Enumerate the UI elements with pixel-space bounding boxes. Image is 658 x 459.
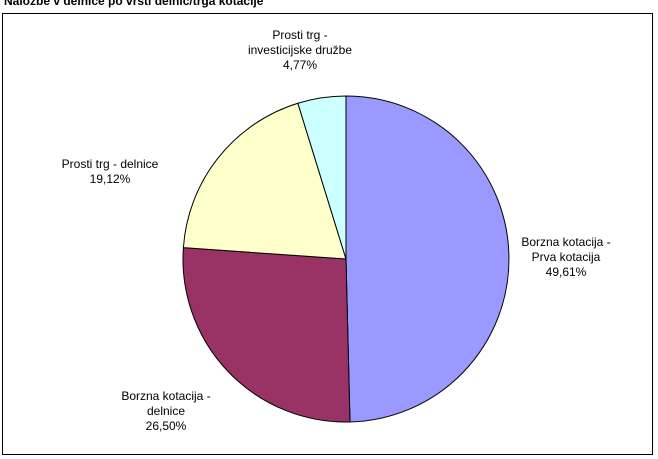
pie-slice	[297, 95, 347, 260]
slice-label-line: 19,12%	[90, 172, 131, 186]
slice-label-line: 26,50%	[146, 419, 187, 433]
pie-slice	[182, 247, 351, 423]
slice-label: Borzna kotacija -delnice 26,50%	[121, 389, 210, 433]
pie-slices	[182, 95, 510, 423]
chart-title: Naložbe v delnice po vrsti delnic/trga k…	[4, 0, 264, 8]
slice-label-line: Borzna kotacija -	[121, 389, 210, 403]
slice-label-line: 4,77%	[283, 58, 317, 72]
slice-label-line: investicijske družbe	[248, 43, 352, 57]
slice-label: Prosti trg -investicijske družbe 4,77%	[248, 28, 352, 72]
slice-label-line: Prosti trg -	[272, 28, 327, 42]
slice-labels: Borzna kotacija -Prva kotacija 49,61%Borz…	[62, 28, 611, 433]
slice-label: Borzna kotacija -Prva kotacija 49,61%	[521, 235, 610, 279]
slice-label-line: Borzna kotacija -	[521, 235, 610, 249]
slice-label-line: 49,61%	[546, 265, 587, 279]
slice-label-line: Prva kotacija	[532, 250, 601, 264]
pie-slice	[182, 102, 347, 260]
slice-label-line: delnice	[147, 404, 185, 418]
slice-label-line: Prosti trg - delnice	[62, 157, 159, 171]
slice-label: Prosti trg - delnice 19,12%	[62, 157, 159, 186]
pie-slice	[345, 95, 510, 423]
